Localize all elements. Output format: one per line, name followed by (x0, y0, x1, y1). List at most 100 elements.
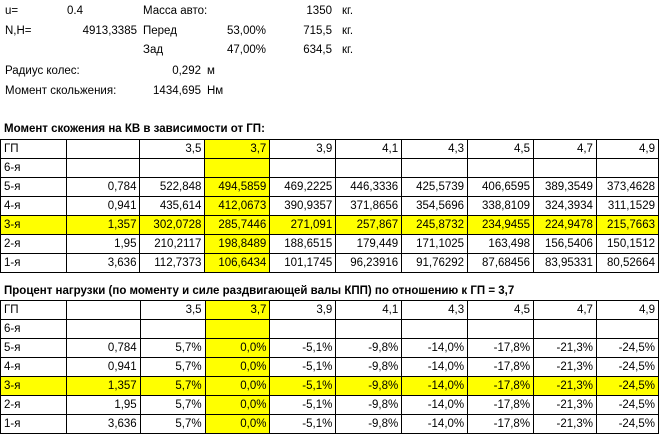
cell[interactable]: 3,9 (269, 300, 337, 320)
cell[interactable]: -17,8% (467, 395, 535, 415)
rear-value[interactable]: 634,5 (303, 44, 332, 56)
cell[interactable]: 91,76292 (401, 253, 469, 273)
cell[interactable]: 338,8109 (467, 196, 534, 216)
cell[interactable]: -17,8% (467, 357, 535, 377)
row-label-cell[interactable]: 6-я (0, 319, 67, 339)
row-label-cell[interactable]: 1-я (0, 253, 67, 273)
cell[interactable]: 171,1025 (401, 234, 469, 254)
cell[interactable]: 285,7446 (204, 215, 271, 235)
cell[interactable]: 224,9478 (533, 215, 597, 235)
cell[interactable]: 0,0% (204, 414, 271, 434)
cell[interactable]: -5,1% (269, 338, 337, 358)
cell[interactable]: 425,5739 (401, 177, 469, 197)
cell[interactable]: 4,1 (335, 139, 403, 159)
cell[interactable]: 101,1745 (269, 253, 337, 273)
cell[interactable]: -14,0% (401, 414, 469, 434)
cell[interactable]: 390,9357 (269, 196, 337, 216)
cell[interactable]: -24,5% (595, 338, 659, 358)
cell[interactable]: 494,5859 (204, 177, 271, 197)
cell[interactable] (65, 300, 141, 320)
row-label-cell[interactable]: 5-я (0, 338, 67, 358)
cell[interactable]: 3,636 (65, 253, 141, 273)
cell[interactable]: -21,3% (533, 376, 597, 396)
cell[interactable]: 4,7 (533, 139, 597, 159)
cell[interactable] (269, 319, 337, 339)
cell[interactable]: 4,3 (401, 300, 469, 320)
cell[interactable]: 0,0% (204, 357, 271, 377)
cell[interactable]: 257,867 (335, 215, 403, 235)
row-label-cell[interactable]: 3-я (0, 215, 67, 235)
cell[interactable]: 150,1512 (595, 234, 659, 254)
cell[interactable]: 215,7663 (595, 215, 659, 235)
cell[interactable]: 3,636 (65, 414, 141, 434)
cell[interactable]: -21,3% (533, 357, 597, 377)
cell[interactable]: -14,0% (401, 338, 469, 358)
cell[interactable]: 4,5 (467, 139, 534, 159)
cell[interactable]: -17,8% (467, 376, 535, 396)
rear-unit[interactable]: кг. (342, 44, 354, 56)
mass-label[interactable]: Масса авто: (143, 5, 208, 17)
cell[interactable]: -14,0% (401, 395, 469, 415)
cell[interactable] (467, 319, 535, 339)
cell[interactable]: 371,8656 (335, 196, 403, 216)
cell[interactable]: 234,9455 (467, 215, 534, 235)
cell[interactable]: 5,7% (139, 338, 206, 358)
cell[interactable]: 446,3336 (335, 177, 403, 197)
cell[interactable]: -24,5% (595, 376, 659, 396)
cell[interactable] (204, 319, 271, 339)
u-value[interactable]: 0.4 (67, 5, 83, 17)
cell[interactable]: 5,7% (139, 414, 206, 434)
front-label[interactable]: Перед (143, 25, 177, 37)
cell[interactable]: 311,1529 (595, 196, 659, 216)
cell[interactable]: 4,7 (533, 300, 597, 320)
cell[interactable]: 0,941 (65, 357, 141, 377)
cell[interactable]: 0,0% (204, 376, 271, 396)
cell[interactable]: 354,5696 (401, 196, 469, 216)
cell[interactable]: 469,2225 (269, 177, 337, 197)
row-label-cell[interactable]: ГП (0, 300, 67, 320)
cell[interactable] (65, 158, 141, 178)
table1-title[interactable]: Момент скожения на КВ в зависимости от Г… (4, 123, 265, 135)
radius-label[interactable]: Радиус колес: (5, 65, 80, 77)
rear-label[interactable]: Зад (143, 44, 164, 56)
row-label-cell[interactable]: 3-я (0, 376, 67, 396)
cell[interactable]: 0,0% (204, 395, 271, 415)
cell[interactable]: 163,498 (467, 234, 534, 254)
moment-value[interactable]: 1434,695 (153, 85, 201, 97)
cell[interactable]: 373,4628 (595, 177, 659, 197)
cell[interactable] (204, 158, 271, 178)
cell[interactable] (595, 319, 659, 339)
cell[interactable]: -5,1% (269, 376, 337, 396)
cell[interactable]: 5,7% (139, 357, 206, 377)
row-label-cell[interactable]: 2-я (0, 234, 67, 254)
cell[interactable]: 271,091 (269, 215, 337, 235)
cell[interactable]: 0,941 (65, 196, 141, 216)
cell[interactable]: -9,8% (335, 414, 403, 434)
cell[interactable] (139, 319, 206, 339)
cell[interactable]: -5,1% (269, 395, 337, 415)
cell[interactable]: 1,95 (65, 234, 141, 254)
cell[interactable]: -5,1% (269, 414, 337, 434)
cell[interactable]: 302,0728 (139, 215, 206, 235)
cell[interactable]: 87,68456 (467, 253, 534, 273)
cell[interactable]: 406,6595 (467, 177, 534, 197)
cell[interactable]: 112,7373 (139, 253, 206, 273)
cell[interactable]: 5,7% (139, 376, 206, 396)
cell[interactable]: -17,8% (467, 414, 535, 434)
cell[interactable]: 83,95331 (533, 253, 597, 273)
table2-title[interactable]: Процент нагрузки (по моменту и силе разд… (4, 285, 515, 297)
u-label[interactable]: u= (5, 5, 19, 17)
cell[interactable]: 522,848 (139, 177, 206, 197)
cell[interactable]: 435,614 (139, 196, 206, 216)
cell[interactable]: -21,3% (533, 395, 597, 415)
cell[interactable]: 245,8732 (401, 215, 469, 235)
cell[interactable]: 80,52664 (595, 253, 659, 273)
row-label-cell[interactable]: 5-я (0, 177, 67, 197)
cell[interactable]: 0,784 (65, 338, 141, 358)
cell[interactable]: 4,9 (595, 300, 659, 320)
row-label-cell[interactable]: 6-я (0, 158, 67, 178)
cell[interactable]: -9,8% (335, 338, 403, 358)
cell[interactable] (595, 158, 659, 178)
cell[interactable]: 1,357 (65, 376, 141, 396)
cell[interactable] (401, 319, 469, 339)
